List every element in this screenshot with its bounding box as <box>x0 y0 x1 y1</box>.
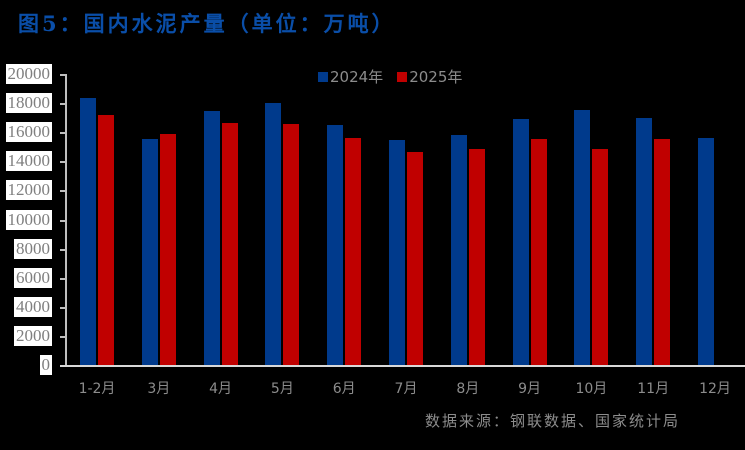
x-tick-label: 8月 <box>456 381 480 397</box>
x-tick-label: 10月 <box>575 381 608 397</box>
bar-2025年-11月 <box>654 139 671 365</box>
bar-2024年-5月 <box>265 102 282 365</box>
bar-2024年-9月 <box>512 118 529 365</box>
bar-2025年-6月 <box>345 138 362 365</box>
x-tick-label: 12月 <box>699 381 731 397</box>
y-tick-mark <box>60 248 66 251</box>
y-axis-line <box>65 74 67 366</box>
legend-label-2024: 2024年 <box>330 68 384 86</box>
bar-2025年-7月 <box>407 152 423 365</box>
legend-swatch-2025 <box>397 71 408 82</box>
bar-2024年-3月 <box>141 139 158 365</box>
bar-2024年-7月 <box>389 140 405 365</box>
bar-2025年-8月 <box>468 148 485 365</box>
y-tick-label: 0 <box>39 355 52 375</box>
legend-item-2024: 2024年 <box>318 66 383 87</box>
bar-2024年-10月 <box>574 109 591 365</box>
bar-2024年-11月 <box>636 117 653 365</box>
x-tick-label: 11月 <box>637 381 670 397</box>
y-tick-label: 18000 <box>5 93 52 114</box>
chart-title: 图5：国内水泥产量（单位：万吨） <box>18 11 396 36</box>
y-tick-label: 6000 <box>14 267 52 288</box>
bar-2024年-4月 <box>203 110 220 365</box>
x-axis-line <box>60 365 745 367</box>
y-tick-mark <box>60 219 66 222</box>
y-tick-label: 16000 <box>5 122 52 143</box>
y-tick-mark <box>60 335 66 338</box>
bar-2024年-6月 <box>327 125 344 365</box>
bar-2025年-5月 <box>283 124 300 365</box>
y-tick-label: 2000 <box>14 325 52 346</box>
y-tick-mark <box>60 74 66 76</box>
legend-item-2025: 2025年 <box>397 66 462 87</box>
bar-2025年-9月 <box>530 139 547 365</box>
bar-2024年-12月 <box>698 138 714 365</box>
bar-2025年-10月 <box>592 148 609 365</box>
legend-swatch-2024 <box>318 71 328 82</box>
bar-2025年-3月 <box>159 133 176 365</box>
x-tick-label: 3月 <box>147 381 171 397</box>
bar-2025年-4月 <box>221 123 238 365</box>
y-tick-mark <box>60 103 66 106</box>
bar-2024年-8月 <box>450 134 467 365</box>
x-tick-label: 4月 <box>209 381 233 397</box>
x-tick-label: 9月 <box>518 381 542 397</box>
y-tick-mark <box>60 277 66 280</box>
y-tick-mark <box>60 190 66 193</box>
x-tick-label: 1-2月 <box>78 381 116 397</box>
bar-2025年-1-2月 <box>98 115 114 365</box>
y-tick-mark <box>60 306 66 309</box>
y-tick-label: 12000 <box>5 180 52 201</box>
y-tick-label: 4000 <box>14 296 52 317</box>
y-tick-label: 20000 <box>5 64 52 84</box>
legend-label-2025: 2025年 <box>409 68 463 86</box>
y-tick-label: 10000 <box>5 209 52 230</box>
y-tick-label: 14000 <box>5 151 52 172</box>
y-tick-label: 8000 <box>14 238 52 259</box>
x-tick-label: 6月 <box>332 381 356 397</box>
data-source-note: 数据来源：钢联数据、国家统计局 <box>425 412 681 430</box>
bar-2024年-1-2月 <box>80 98 96 365</box>
y-tick-mark <box>60 132 66 135</box>
x-tick-label: 5月 <box>270 381 294 397</box>
y-tick-mark <box>60 161 66 164</box>
x-tick-label: 7月 <box>394 381 418 397</box>
legend: 2024年 2025年 <box>318 66 462 87</box>
